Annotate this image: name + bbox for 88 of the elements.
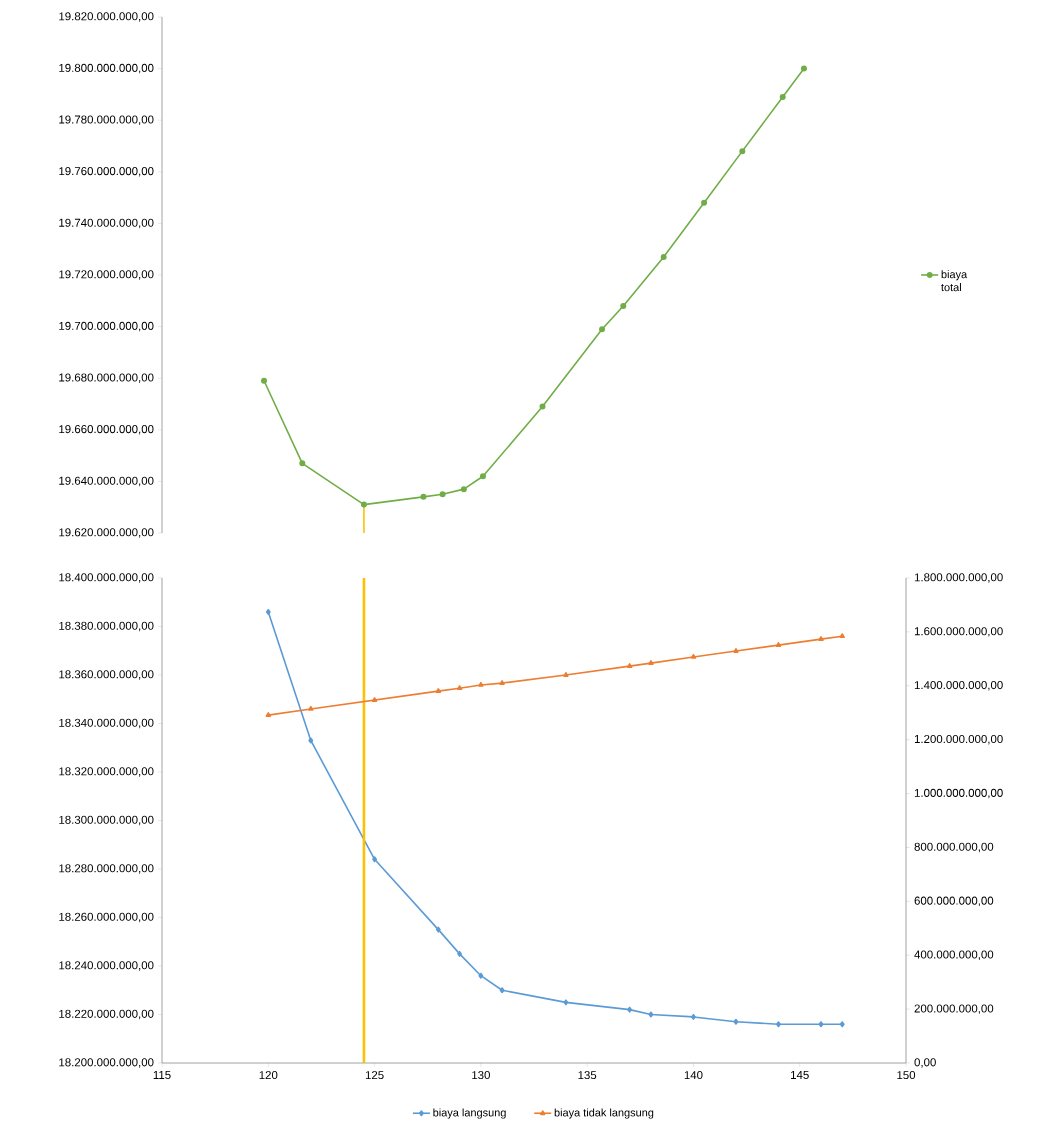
y-tick-label: 19.680.000.000,00 bbox=[59, 373, 154, 383]
point bbox=[563, 672, 569, 677]
x-tick-label: 130 bbox=[472, 1071, 490, 1080]
x-tick-label: 125 bbox=[365, 1071, 384, 1080]
point bbox=[626, 663, 633, 668]
point bbox=[265, 608, 271, 615]
point bbox=[360, 501, 367, 508]
y2-tick-label: 1.200.000.000,00 bbox=[914, 734, 1003, 745]
point bbox=[776, 1021, 781, 1028]
legend-label: biaya langsung bbox=[433, 1108, 506, 1119]
point bbox=[627, 1006, 633, 1013]
point bbox=[599, 326, 606, 333]
y-tick-label: 18.260.000.000,00 bbox=[59, 912, 154, 923]
point bbox=[839, 633, 845, 639]
y-tick-label: 18.340.000.000,00 bbox=[59, 718, 154, 729]
y2-tick-label: 1.800.000.000,00 bbox=[914, 573, 1003, 583]
y-tick-label: 19.780.000.000,00 bbox=[59, 115, 154, 125]
point bbox=[690, 653, 697, 659]
y-tick-label: 19.760.000.000,00 bbox=[59, 167, 154, 177]
y2-tick-label: 1.600.000.000,00 bbox=[914, 627, 1003, 637]
point bbox=[539, 403, 546, 410]
y-tick-label: 18.220.000.000,00 bbox=[59, 1009, 154, 1020]
point bbox=[733, 648, 739, 653]
point bbox=[478, 972, 484, 979]
y2-tick-label: 600.000.000,00 bbox=[914, 896, 994, 907]
point bbox=[435, 688, 442, 694]
point bbox=[499, 987, 505, 994]
point bbox=[479, 473, 486, 480]
x-tick-label: 140 bbox=[684, 1071, 703, 1080]
y-tick-label: 19.740.000.000,00 bbox=[59, 218, 154, 229]
point bbox=[839, 1021, 845, 1028]
point bbox=[457, 950, 463, 957]
point bbox=[372, 856, 378, 863]
y-tick-label: 19.720.000.000,00 bbox=[59, 270, 154, 280]
y-tick-label: 18.360.000.000,00 bbox=[59, 670, 154, 680]
y-tick-label: 19.800.000.000,00 bbox=[59, 63, 154, 74]
point bbox=[733, 1018, 739, 1025]
point bbox=[299, 460, 306, 467]
point bbox=[371, 697, 378, 702]
point bbox=[420, 493, 427, 500]
point bbox=[308, 737, 314, 744]
point bbox=[648, 1011, 654, 1018]
y-tick-label: 19.820.000.000,00 bbox=[59, 12, 154, 22]
point bbox=[701, 199, 708, 206]
point bbox=[800, 65, 807, 72]
point bbox=[775, 642, 782, 647]
point bbox=[690, 1013, 696, 1020]
y2-tick-label: 1.400.000.000,00 bbox=[914, 681, 1003, 691]
y-tick-label: 19.620.000.000,00 bbox=[59, 528, 154, 538]
point bbox=[456, 685, 463, 691]
x-tick-label: 145 bbox=[791, 1071, 809, 1079]
y-tick-label: 18.200.000.000,00 bbox=[59, 1058, 154, 1068]
point bbox=[563, 999, 569, 1006]
point bbox=[499, 680, 505, 685]
legend-label: biaya tidak langsung bbox=[554, 1108, 654, 1119]
x-tick-label: 115 bbox=[153, 1071, 171, 1079]
y2-tick-label: 400.000.000,00 bbox=[914, 950, 994, 960]
point bbox=[779, 93, 786, 100]
point bbox=[660, 253, 667, 260]
point bbox=[265, 712, 271, 718]
x-tick-label: 150 bbox=[897, 1071, 916, 1080]
point bbox=[435, 926, 441, 933]
y-tick-label: 19.660.000.000,00 bbox=[59, 425, 154, 435]
y-tick-label: 18.320.000.000,00 bbox=[59, 767, 154, 777]
point bbox=[648, 660, 654, 666]
x-tick-label: 120 bbox=[259, 1071, 278, 1080]
point bbox=[818, 1021, 824, 1028]
y-tick-label: 18.240.000.000,00 bbox=[59, 961, 154, 971]
point bbox=[478, 681, 484, 687]
point bbox=[439, 491, 446, 498]
point bbox=[308, 705, 314, 711]
y-tick-label: 19.700.000.000,00 bbox=[59, 321, 154, 332]
point bbox=[261, 377, 268, 384]
y2-tick-label: 800.000.000,00 bbox=[914, 842, 994, 853]
y-tick-label: 18.380.000.000,00 bbox=[59, 621, 154, 632]
point bbox=[620, 302, 627, 309]
y2-tick-label: 1.000.000.000,00 bbox=[914, 788, 1003, 799]
point bbox=[460, 486, 467, 493]
y2-tick-label: 200.000.000,00 bbox=[914, 1004, 994, 1014]
y-tick-label: 18.300.000.000,00 bbox=[59, 815, 154, 826]
point bbox=[739, 148, 746, 155]
legend-label: biaya total bbox=[941, 270, 968, 292]
point bbox=[818, 636, 824, 642]
y2-tick-label: 0,00 bbox=[914, 1058, 936, 1068]
y-tick-label: 18.400.000.000,00 bbox=[59, 573, 154, 583]
y-tick-label: 18.280.000.000,00 bbox=[59, 864, 154, 874]
x-tick-label: 135 bbox=[578, 1071, 597, 1080]
y-tick-label: 19.640.000.000,00 bbox=[59, 476, 154, 487]
